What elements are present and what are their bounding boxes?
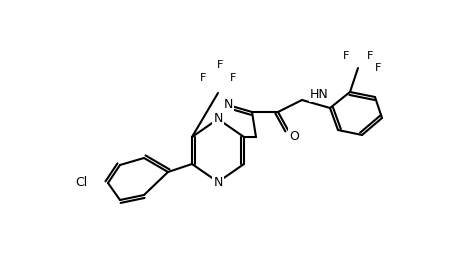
Text: F: F (343, 51, 349, 61)
Text: F: F (217, 60, 223, 70)
Text: F: F (200, 73, 206, 83)
Text: F: F (367, 51, 373, 61)
Text: N: N (213, 176, 223, 188)
Text: HN: HN (310, 88, 329, 101)
Text: N: N (223, 99, 233, 112)
Text: O: O (289, 130, 299, 143)
Text: F: F (375, 63, 381, 73)
Text: F: F (230, 73, 236, 83)
Text: N: N (213, 112, 223, 125)
Text: Cl: Cl (76, 176, 88, 189)
